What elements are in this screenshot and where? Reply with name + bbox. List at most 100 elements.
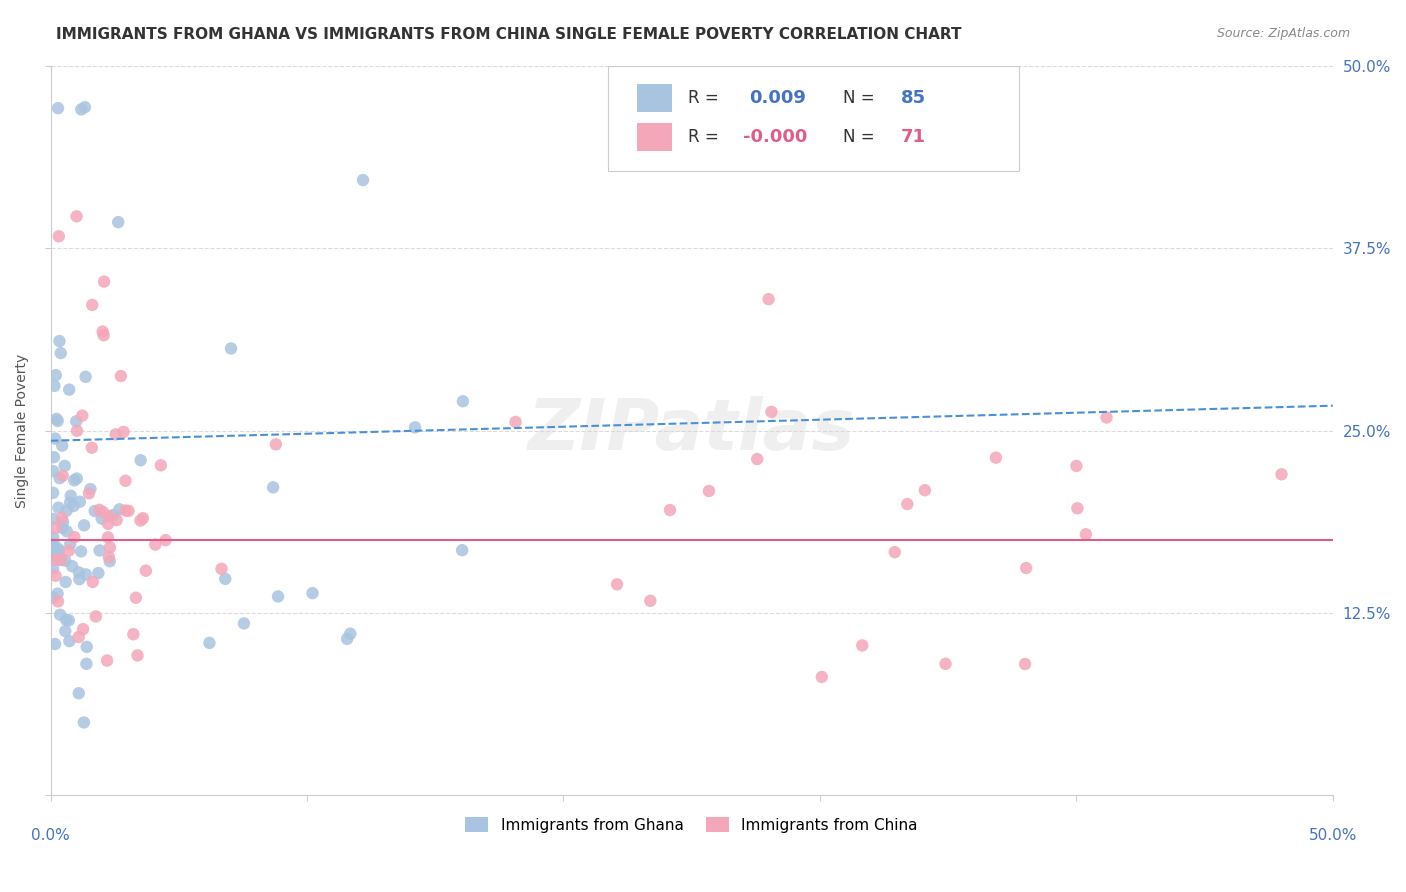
Text: 50.0%: 50.0% bbox=[1309, 829, 1357, 843]
Point bbox=[658, 503, 681, 517]
Point bbox=[211, 562, 233, 576]
Point bbox=[58, 613, 80, 627]
Point bbox=[48, 500, 70, 515]
Text: 0.009: 0.009 bbox=[749, 88, 806, 107]
Point bbox=[914, 483, 936, 498]
Point bbox=[82, 298, 104, 312]
Point bbox=[65, 414, 87, 428]
Text: Source: ZipAtlas.com: Source: ZipAtlas.com bbox=[1216, 27, 1350, 40]
Point bbox=[84, 609, 107, 624]
Point bbox=[1066, 501, 1088, 516]
Point bbox=[811, 670, 834, 684]
Point bbox=[53, 624, 76, 639]
Point bbox=[761, 405, 783, 419]
Text: -0.000: -0.000 bbox=[742, 128, 807, 146]
Point bbox=[48, 334, 70, 348]
Point bbox=[42, 485, 65, 500]
Point bbox=[97, 516, 120, 531]
Point bbox=[264, 437, 287, 451]
Point bbox=[1095, 410, 1118, 425]
Text: 0.0%: 0.0% bbox=[31, 829, 70, 843]
Point bbox=[125, 591, 148, 605]
Point bbox=[129, 453, 152, 467]
Point bbox=[75, 567, 97, 582]
Point bbox=[105, 513, 128, 527]
Point bbox=[55, 574, 77, 589]
Point bbox=[883, 545, 905, 559]
Point bbox=[59, 495, 82, 509]
Text: 71: 71 bbox=[901, 128, 925, 146]
Point bbox=[198, 636, 221, 650]
Point bbox=[73, 100, 96, 114]
Point bbox=[640, 594, 662, 608]
Point bbox=[98, 554, 121, 568]
Point bbox=[1066, 458, 1088, 473]
Point bbox=[51, 511, 73, 525]
Point bbox=[76, 640, 98, 654]
Text: ZIPatlas: ZIPatlas bbox=[529, 396, 855, 465]
Point bbox=[77, 486, 100, 500]
Point bbox=[851, 639, 873, 653]
Point bbox=[48, 229, 70, 244]
Point bbox=[72, 622, 94, 636]
Legend: Immigrants from Ghana, Immigrants from China: Immigrants from Ghana, Immigrants from C… bbox=[460, 811, 924, 838]
Point bbox=[52, 468, 75, 483]
Point bbox=[58, 543, 80, 558]
Point bbox=[112, 425, 135, 439]
Point bbox=[1074, 527, 1097, 541]
Point bbox=[42, 450, 65, 465]
Point bbox=[90, 511, 112, 525]
Point bbox=[55, 613, 77, 627]
Text: 85: 85 bbox=[901, 88, 925, 107]
Point bbox=[132, 511, 155, 525]
Point bbox=[79, 482, 101, 496]
Point bbox=[42, 542, 65, 557]
Point bbox=[83, 504, 105, 518]
Point bbox=[127, 648, 149, 663]
Point bbox=[1014, 657, 1036, 671]
Point bbox=[97, 530, 120, 544]
Text: N =: N = bbox=[844, 128, 875, 146]
Point bbox=[1270, 467, 1292, 482]
Point bbox=[129, 514, 152, 528]
Point bbox=[214, 572, 236, 586]
Point bbox=[55, 504, 77, 518]
Bar bbox=[637, 123, 672, 151]
Point bbox=[97, 550, 120, 565]
Point bbox=[122, 627, 145, 641]
Point bbox=[91, 325, 114, 339]
Point bbox=[352, 173, 374, 187]
Point bbox=[143, 538, 166, 552]
Point bbox=[75, 657, 97, 671]
Point bbox=[59, 537, 82, 551]
Text: IMMIGRANTS FROM GHANA VS IMMIGRANTS FROM CHINA SINGLE FEMALE POVERTY CORRELATION: IMMIGRANTS FROM GHANA VS IMMIGRANTS FROM… bbox=[56, 27, 962, 42]
Point bbox=[110, 369, 132, 384]
Point bbox=[46, 414, 69, 428]
Point bbox=[42, 540, 65, 554]
Point bbox=[42, 512, 65, 526]
Point bbox=[63, 530, 86, 544]
Point bbox=[606, 577, 628, 591]
Point bbox=[104, 427, 127, 442]
Point bbox=[232, 616, 254, 631]
Point bbox=[73, 715, 96, 730]
Point bbox=[747, 452, 769, 467]
Point bbox=[49, 607, 72, 622]
Point bbox=[67, 630, 90, 644]
Point bbox=[53, 554, 76, 568]
Point bbox=[984, 450, 1007, 465]
Point bbox=[301, 586, 323, 600]
Point bbox=[107, 215, 129, 229]
Point bbox=[93, 275, 115, 289]
Point bbox=[114, 503, 136, 517]
Point bbox=[451, 394, 474, 409]
Point bbox=[67, 686, 90, 700]
Point bbox=[45, 568, 67, 582]
Point bbox=[219, 342, 242, 356]
Point bbox=[65, 210, 87, 224]
Point bbox=[80, 441, 103, 455]
Point bbox=[505, 415, 527, 429]
Point bbox=[89, 543, 111, 558]
Point bbox=[72, 409, 94, 423]
Point bbox=[262, 480, 284, 494]
